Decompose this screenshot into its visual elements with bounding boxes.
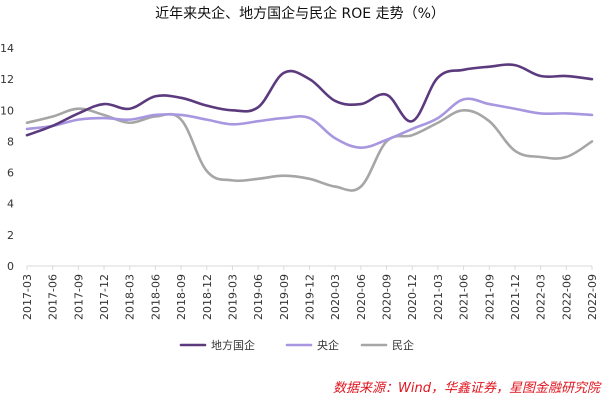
x-tick-label: 2018-06 <box>149 274 162 320</box>
series-line-2 <box>25 107 594 192</box>
chart-legend: 地方国企 央企 民企 <box>179 338 414 352</box>
y-tick-label: 14 <box>0 42 14 55</box>
x-tick-label: 2019-06 <box>252 274 265 320</box>
x-tick-label: 2018-03 <box>124 274 137 320</box>
x-tick-label: 2017-12 <box>98 274 111 320</box>
chart-axes: 0 2 4 6 8 10 12 14 2017-03 2017-06 2017-09 2017-12 2… <box>0 42 599 320</box>
x-tick-label: 2019-12 <box>304 274 317 320</box>
x-tick-label: 2018-09 <box>175 274 188 320</box>
series-line-0 <box>25 63 594 137</box>
legend-label-1: 央企 <box>317 338 339 352</box>
chart-title: 近年来央企、地方国企与民企 ROE 走势（%） <box>155 5 445 22</box>
x-tick-label: 2021-12 <box>509 274 522 320</box>
x-tick-label: 2017-09 <box>72 274 85 320</box>
x-tick-label: 2021-06 <box>458 274 471 320</box>
y-tick-label: 2 <box>7 229 14 242</box>
x-tick-label: 2020-12 <box>406 274 419 320</box>
x-tick-label: 2020-09 <box>381 274 394 320</box>
y-tick-label: 8 <box>7 135 14 148</box>
series-line-1 <box>25 97 594 149</box>
x-tick-label: 2017-03 <box>21 274 34 320</box>
chart-series-lines <box>25 63 594 192</box>
y-tick-label: 6 <box>7 167 14 180</box>
x-tick-label: 2019-09 <box>278 274 291 320</box>
x-tick-label: 2020-06 <box>355 274 368 320</box>
y-tick-label: 0 <box>7 260 14 273</box>
x-tick-label: 2018-12 <box>201 274 214 320</box>
legend-label-0: 地方国企 <box>211 338 255 352</box>
x-tick-label: 2022-06 <box>560 274 573 320</box>
x-tick-label: 2017-06 <box>47 274 60 320</box>
x-tick-label: 2020-03 <box>329 274 342 320</box>
source-note: 数据来源：Wind，华鑫证券，星图金融研究院 <box>333 380 602 396</box>
y-tick-label: 10 <box>0 104 14 117</box>
legend-label-2: 民企 <box>392 338 414 352</box>
x-tick-label: 2021-03 <box>432 274 445 320</box>
y-tick-label: 4 <box>7 198 14 211</box>
x-tick-label: 2022-09 <box>586 274 599 320</box>
x-tick-label: 2019-03 <box>226 274 239 320</box>
x-tick-label: 2022-03 <box>535 274 548 320</box>
x-tick-label: 2021-09 <box>483 274 496 320</box>
y-tick-label: 12 <box>0 73 14 86</box>
